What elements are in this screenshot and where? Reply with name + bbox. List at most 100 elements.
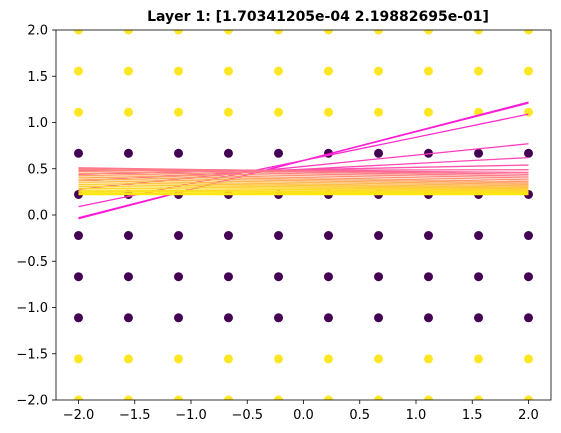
point-yellow [323, 30, 333, 35]
point-yellow [174, 66, 184, 76]
y-tick-label: −0.5 [16, 255, 48, 270]
point-yellow [74, 66, 83, 76]
point-purple [474, 272, 484, 282]
point-yellow [74, 395, 83, 400]
x-tick-label: −0.5 [231, 408, 263, 423]
x-tick-label: 2.0 [518, 408, 539, 423]
point-purple [524, 313, 533, 323]
point-yellow [123, 395, 133, 400]
point-yellow [123, 354, 133, 364]
y-axis: −2.0 −1.5 −1.0 −0.5 0.0 0.5 1.0 1.5 2.0 [16, 24, 56, 409]
point-purple [223, 313, 233, 323]
point-purple [174, 231, 184, 241]
point-purple [524, 272, 533, 282]
point-purple [323, 231, 333, 241]
point-yellow [423, 107, 433, 117]
point-yellow [524, 395, 533, 400]
y-tick-label: 1.5 [27, 70, 48, 85]
point-purple [74, 272, 83, 282]
point-purple [323, 272, 333, 282]
point-purple [423, 313, 433, 323]
point-yellow [474, 30, 484, 35]
point-yellow [423, 30, 433, 35]
point-purple [123, 272, 133, 282]
axes-frame [55, 29, 552, 401]
point-yellow [174, 107, 184, 117]
point-yellow [274, 66, 284, 76]
point-yellow [374, 395, 384, 400]
boundary-line-10 [78, 169, 529, 179]
point-purple [223, 148, 233, 158]
point-purple [423, 272, 433, 282]
boundary-line-8 [78, 167, 529, 175]
point-yellow [423, 395, 433, 400]
x-tick-label: 1.5 [462, 408, 483, 423]
point-yellow [74, 107, 83, 117]
y-tick-label: 2.0 [27, 24, 48, 39]
y-tick-label: 0.0 [27, 209, 48, 224]
boundary-line-22 [78, 190, 529, 193]
x-tick-label: −2.0 [63, 408, 95, 423]
point-yellow [223, 66, 233, 76]
boundary-line-12 [78, 172, 529, 183]
point-yellow [323, 354, 333, 364]
point-purple [74, 148, 83, 158]
point-yellow [123, 107, 133, 117]
boundary-line-15 [78, 178, 529, 187]
point-yellow [524, 66, 533, 76]
y-tick-label: −2.0 [16, 394, 48, 409]
point-yellow [524, 354, 533, 364]
point-purple [323, 313, 333, 323]
point-yellow [174, 30, 184, 35]
point-yellow [323, 107, 333, 117]
point-purple [524, 148, 533, 158]
point-yellow [524, 30, 533, 35]
y-tick-label: 0.5 [27, 162, 48, 177]
point-yellow [174, 395, 184, 400]
point-yellow [274, 354, 284, 364]
x-axis: −2.0 −1.5 −1.0 −0.5 0.0 0.5 1.0 1.5 2.0 [63, 400, 539, 423]
point-yellow [323, 395, 333, 400]
point-yellow [174, 354, 184, 364]
point-purple [123, 313, 133, 323]
point-yellow [274, 107, 284, 117]
y-tick-label: −1.5 [16, 347, 48, 362]
point-yellow [474, 395, 484, 400]
point-yellow [74, 354, 83, 364]
point-purple [274, 231, 284, 241]
point-yellow [374, 66, 384, 76]
boundary-line-20 [78, 187, 529, 192]
x-tick-label: −1.5 [119, 408, 151, 423]
x-tick-label: −1.0 [175, 408, 207, 423]
point-purple [474, 231, 484, 241]
boundary-line-17 [78, 181, 529, 189]
x-tick-label: 0.0 [293, 408, 314, 423]
point-purple [524, 231, 533, 241]
y-tick-label: 1.0 [27, 116, 48, 131]
boundary-line-18 [78, 183, 529, 190]
point-purple [474, 313, 484, 323]
point-yellow [74, 30, 83, 35]
point-purple [423, 231, 433, 241]
boundary-line-11 [78, 170, 529, 181]
point-purple [223, 272, 233, 282]
point-yellow [374, 107, 384, 117]
x-tick-label: 1.0 [406, 408, 427, 423]
point-purple [374, 231, 384, 241]
point-yellow [223, 395, 233, 400]
point-yellow [423, 66, 433, 76]
point-yellow [474, 354, 484, 364]
point-yellow [274, 395, 284, 400]
point-purple [174, 148, 184, 158]
point-yellow [223, 354, 233, 364]
point-yellow [223, 30, 233, 35]
point-yellow [123, 30, 133, 35]
point-purple [374, 272, 384, 282]
point-yellow [374, 354, 384, 364]
boundary-line-13 [78, 174, 529, 184]
x-tick-label: 0.5 [349, 408, 370, 423]
boundary-line-14 [78, 176, 529, 186]
point-purple [274, 148, 284, 158]
point-purple [174, 272, 184, 282]
